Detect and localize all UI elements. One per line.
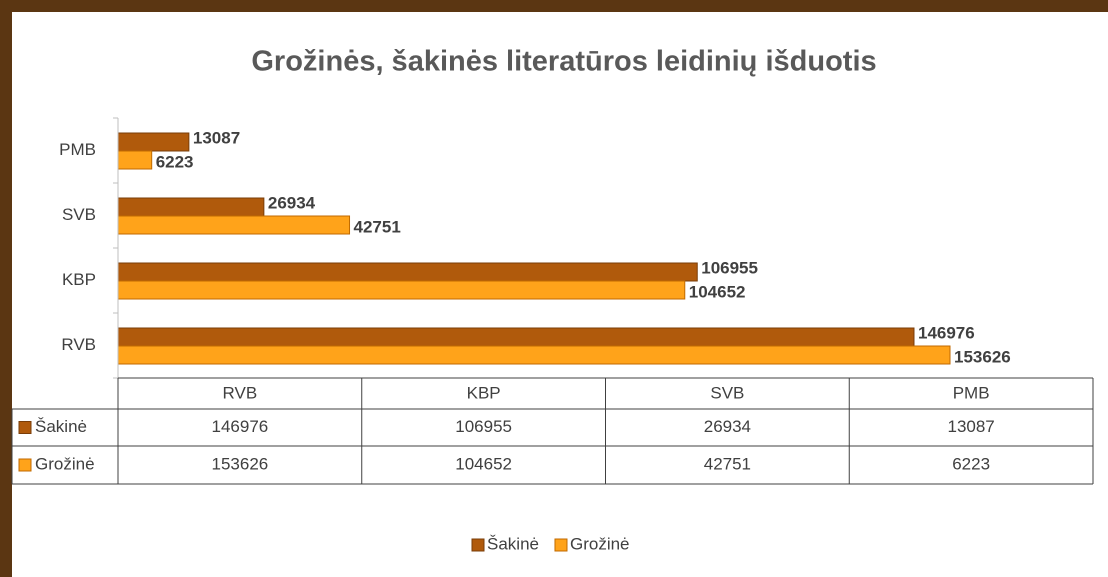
table-cell: 6223 (952, 454, 990, 473)
bar (117, 280, 686, 300)
table-cell: 104652 (455, 454, 512, 473)
legend-key (471, 538, 485, 552)
table-row-label: Šakinė (35, 417, 87, 436)
data-label: 153626 (954, 347, 1011, 366)
legend-key (18, 421, 32, 434)
table-header: RVB (223, 383, 258, 402)
bar (117, 327, 915, 347)
y-tick-label: KBP (62, 270, 96, 289)
table-row-label: Grožinė (35, 454, 95, 473)
table-header: PMB (953, 383, 990, 402)
legend-key (554, 538, 568, 552)
table-cell: 13087 (947, 417, 994, 436)
y-tick-label: RVB (61, 335, 96, 354)
bar (117, 150, 153, 170)
bar (117, 132, 190, 152)
y-tick-label: SVB (62, 205, 96, 224)
table-cell: 153626 (212, 454, 269, 473)
table-cell: 106955 (455, 417, 512, 436)
bar (117, 197, 265, 217)
chart-title: Grožinės, šakinės literatūros leidinių i… (251, 46, 876, 78)
bar (117, 262, 698, 282)
legend-label: Grožinė (570, 534, 630, 553)
data-label: 26934 (268, 193, 316, 212)
table-header: KBP (467, 383, 501, 402)
data-label: 6223 (156, 152, 194, 171)
data-label: 106955 (701, 258, 758, 277)
table-cell: 146976 (212, 417, 269, 436)
data-label: 42751 (354, 217, 401, 236)
table-cell: 26934 (704, 417, 751, 436)
data-label: 146976 (918, 323, 975, 342)
bar (117, 215, 351, 235)
y-tick-label: PMB (59, 140, 96, 159)
data-label: 104652 (689, 282, 746, 301)
bar (117, 345, 951, 365)
legend-key (18, 458, 32, 472)
legend-label: Šakinė (487, 534, 539, 553)
data-label: 13087 (193, 128, 240, 147)
table-header: SVB (710, 383, 744, 402)
table-cell: 42751 (704, 454, 751, 473)
